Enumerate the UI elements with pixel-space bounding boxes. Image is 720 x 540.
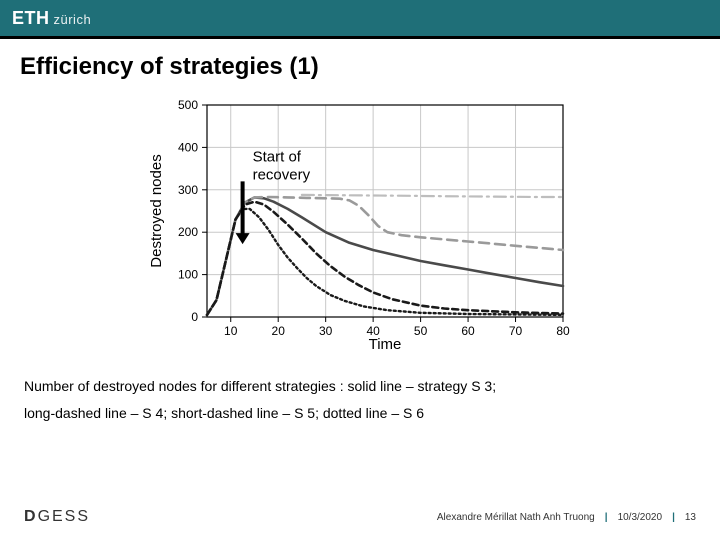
footer-page: 13 (685, 512, 696, 523)
footer-right: Alexandre Mérillat Nath Anh Truong | 10/… (437, 512, 696, 523)
svg-text:Start of: Start of (253, 148, 302, 165)
svg-text:300: 300 (178, 183, 198, 197)
page-title: Efficiency of strategies (1) (0, 39, 720, 89)
svg-text:Destroyed nodes: Destroyed nodes (148, 154, 165, 267)
chart-caption: Number of destroyed nodes for different … (0, 355, 720, 426)
destroyed-nodes-chart: 01002003004005001020304050607080TimeDest… (145, 95, 575, 355)
svg-text:recovery: recovery (253, 166, 311, 183)
svg-text:Time: Time (369, 336, 402, 353)
svg-text:200: 200 (178, 225, 198, 239)
footer-credits: Alexandre Mérillat Nath Anh Truong (437, 512, 595, 523)
gess-rest: GESS (38, 508, 90, 525)
svg-text:10: 10 (224, 324, 238, 338)
svg-text:0: 0 (191, 310, 198, 324)
footer-date: 10/3/2020 (618, 512, 663, 523)
slide: ETH zürich Efficiency of strategies (1) … (0, 0, 720, 540)
caption-line-1: Number of destroyed nodes for different … (24, 373, 696, 400)
footer-sep-2: | (672, 512, 675, 523)
svg-text:20: 20 (272, 324, 286, 338)
svg-text:50: 50 (414, 324, 428, 338)
header-bar: ETH zürich (0, 0, 720, 36)
logo-main: ETH (12, 8, 50, 29)
svg-text:100: 100 (178, 268, 198, 282)
eth-logo: ETH zürich (12, 8, 91, 29)
footer: DGESS Alexandre Mérillat Nath Anh Truong… (0, 508, 720, 526)
svg-text:70: 70 (509, 324, 523, 338)
svg-text:500: 500 (178, 98, 198, 112)
svg-text:80: 80 (556, 324, 570, 338)
svg-text:400: 400 (178, 140, 198, 154)
svg-text:60: 60 (461, 324, 475, 338)
gess-logo: DGESS (24, 508, 90, 526)
gess-d: D (24, 508, 38, 525)
chart-container: 01002003004005001020304050607080TimeDest… (0, 95, 720, 355)
logo-sub: zürich (54, 12, 92, 27)
svg-text:30: 30 (319, 324, 333, 338)
footer-sep-1: | (605, 512, 608, 523)
caption-line-2: long-dashed line – S 4; short-dashed lin… (24, 400, 696, 427)
